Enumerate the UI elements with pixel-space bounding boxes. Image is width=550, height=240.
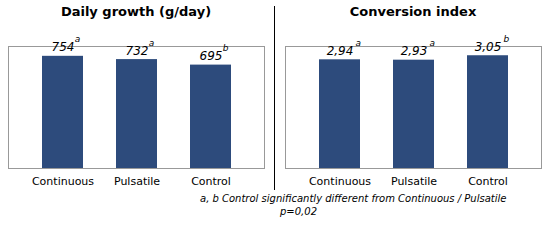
svg-text:Control: Control [191, 175, 231, 188]
svg-text:732: 732 [126, 44, 149, 58]
svg-text:754: 754 [52, 40, 75, 54]
svg-text:Control: Control [468, 175, 508, 188]
html-text:Conversion index: Conversion index [349, 4, 477, 19]
svg-text:a: a [149, 38, 155, 48]
svg-text:b: b [503, 34, 509, 44]
html-text:a, b Control significantly dif: a, b Control significantly different fro… [200, 193, 507, 204]
svg-text:Pulsatile: Pulsatile [391, 175, 437, 188]
svg-text:a: a [429, 38, 435, 48]
svg-text:a: a [75, 34, 81, 44]
svg-text:2,93: 2,93 [401, 44, 428, 58]
svg-text:2,94: 2,94 [327, 44, 354, 58]
svg-text:695: 695 [200, 49, 223, 63]
html-text:Daily growth (g/day): Daily growth (g/day) [60, 4, 212, 19]
svg-text:Continuous: Continuous [309, 175, 371, 188]
svg-text:3,05: 3,05 [475, 40, 502, 54]
svg-text:a: a [355, 38, 361, 48]
html-text:p=0,02: p=0,02 [280, 206, 317, 217]
svg-text:b: b [223, 43, 229, 53]
svg-text:Pulsatile: Pulsatile [114, 175, 160, 188]
svg-text:Continuous: Continuous [32, 175, 94, 188]
